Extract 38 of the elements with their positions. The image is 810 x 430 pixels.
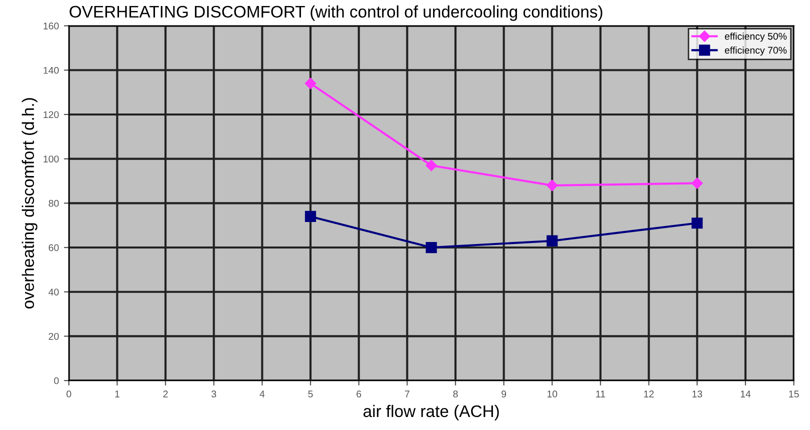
point (546, 180, 558, 192)
y-tick-label: 160 (44, 22, 59, 30)
point (426, 242, 437, 254)
x-tick-label: 1 (115, 390, 120, 398)
x-tick-label: 11 (596, 390, 606, 398)
x-tick-label: 15 (789, 390, 799, 398)
chart-title: OVERHEATING DISCOMFORT (with control of undercooling conditions) (70, 5, 602, 21)
x-tick-label: 10 (547, 390, 558, 398)
x-axis-title: air flow rate (ACH) (364, 404, 499, 420)
y-tick-label: 40 (48, 288, 59, 296)
x-tick-label: 12 (644, 390, 654, 398)
legend-label: efficiency 50% (724, 32, 787, 42)
point (546, 235, 558, 246)
x-tick-label: 8 (453, 390, 458, 398)
y-tick-label: 0 (54, 377, 59, 384)
x-tick-label: 4 (260, 390, 265, 398)
x-tick-label: 3 (212, 390, 216, 398)
x-tick-label: 0 (66, 390, 72, 398)
x-tick-label: 5 (308, 390, 313, 398)
y-tick-label: 100 (44, 156, 59, 162)
x-tick-label: 2 (163, 390, 168, 398)
y-tick-label: 60 (48, 244, 59, 252)
x-tick-label: 6 (356, 390, 362, 398)
point (304, 78, 316, 90)
point (304, 210, 316, 222)
x-tick-label: 9 (502, 390, 506, 398)
legend-label: efficiency 70% (724, 46, 787, 56)
x-tick-label: 13 (692, 390, 702, 398)
y-tick-label: 80 (48, 200, 59, 207)
x-tick-label: 14 (740, 390, 751, 398)
point (692, 218, 703, 229)
y-tick-label: 20 (48, 332, 59, 340)
point (426, 160, 437, 172)
y-tick-label: 140 (44, 66, 59, 74)
y-axis-title: overheating discomfort (d.h.) (22, 98, 38, 309)
y-tick-label: 120 (44, 111, 59, 118)
point (692, 178, 703, 189)
x-tick-label: 7 (404, 390, 410, 398)
